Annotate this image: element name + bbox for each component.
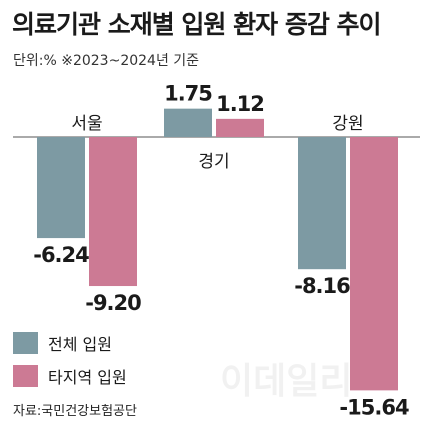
value-label-서울-0: -6.24 xyxy=(33,243,89,267)
bar-강원-1 xyxy=(350,137,398,391)
watermark-logo: 이데일리 xyxy=(220,361,353,402)
source-note: 자료:국민건강보험공단 xyxy=(13,404,137,419)
category-label-서울: 서울 xyxy=(71,114,102,134)
value-label-서울-1: -9.20 xyxy=(85,291,141,315)
legend-swatch-other-region xyxy=(13,365,38,387)
bar-경기-1 xyxy=(216,118,264,137)
value-label-경기-0: 1.75 xyxy=(164,82,212,106)
category-label-강원: 강원 xyxy=(332,114,363,134)
value-label-강원-0: -8.16 xyxy=(294,274,350,298)
legend-item-total: 전체 입원 xyxy=(13,331,112,355)
legend-label-other-region: 타지역 입원 xyxy=(48,368,127,387)
category-label-경기: 경기 xyxy=(198,152,229,172)
legend-item-other-region: 타지역 입원 xyxy=(13,364,127,388)
bar-경기-0 xyxy=(164,108,212,137)
bar-강원-0 xyxy=(298,137,346,270)
bar-서울-1 xyxy=(89,137,137,287)
bar-서울-0 xyxy=(37,137,85,239)
chart-title: 의료기관 소재별 입원 환자 증감 추이 xyxy=(12,10,382,39)
chart-subtitle: 단위:% ※2023~2024년 기준 xyxy=(13,53,200,69)
value-label-강원-1: -15.64 xyxy=(339,395,409,419)
legend-swatch-total xyxy=(13,332,38,354)
legend-label-total: 전체 입원 xyxy=(48,335,112,354)
value-label-경기-1: 1.12 xyxy=(216,92,264,116)
